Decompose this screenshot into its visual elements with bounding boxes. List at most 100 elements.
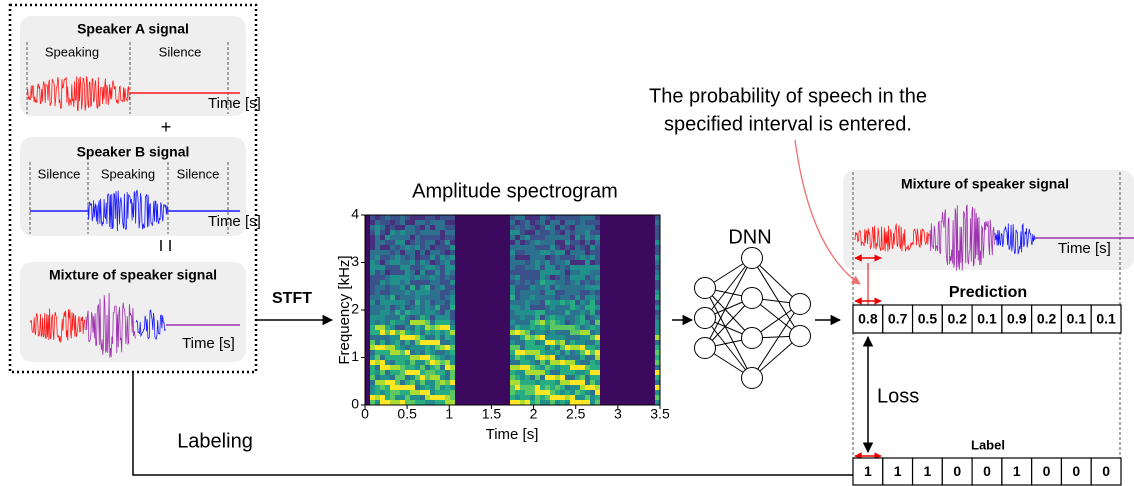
spectrogram-cell [570, 235, 575, 240]
spectrogram-cell [580, 270, 585, 275]
spectrogram-cell [395, 275, 400, 280]
spectrogram-cell [535, 325, 540, 330]
spectrogram-cell [585, 310, 590, 315]
spectrogram-cell [590, 285, 595, 290]
spectrogram-cell [420, 345, 425, 350]
region-label: Silence [177, 166, 220, 181]
spectrogram-cell [555, 355, 560, 360]
spectrogram-cell [575, 325, 580, 330]
spectrogram-cell [535, 230, 540, 235]
spectrogram-cell [435, 225, 440, 230]
spectrogram-cell [375, 290, 380, 295]
spectrogram-cell [425, 295, 430, 300]
spectrogram-cell [420, 260, 425, 265]
spectrogram-cell [520, 350, 525, 355]
spectrogram-cell [590, 275, 595, 280]
spectrogram-cell [440, 330, 445, 335]
spectrogram-cell [530, 365, 535, 370]
spectrogram-cell [515, 260, 520, 265]
plus: + [161, 117, 172, 137]
spectrogram-cell [590, 260, 595, 265]
spectrogram-cell [560, 285, 565, 290]
spectrogram-cell [395, 280, 400, 285]
spectrogram-cell [395, 230, 400, 235]
spectrogram-cell [525, 305, 530, 310]
spectrogram-cell [540, 355, 545, 360]
neuron [741, 247, 763, 269]
spectrogram-cell [420, 230, 425, 235]
spectrogram-cell [575, 360, 580, 365]
spectrogram-cell [560, 365, 565, 370]
spectrogram-cell [425, 365, 430, 370]
spectrogram-cell [560, 325, 565, 330]
spectrogram-cell [395, 285, 400, 290]
spectrogram-cell [545, 215, 550, 220]
spectrogram-cell [545, 285, 550, 290]
spectrogram-cell [445, 330, 450, 335]
spectrogram-cell [570, 310, 575, 315]
spectrogram-cell [575, 240, 580, 245]
spectrogram-cell [450, 335, 455, 340]
spectrogram-cell [420, 400, 425, 405]
spectrogram-cell [575, 280, 580, 285]
speaker-b-title: Speaker B signal [77, 144, 190, 160]
spectrogram-cell [390, 400, 395, 405]
spectrogram-cell [540, 380, 545, 385]
spectrogram-cell [545, 335, 550, 340]
spectrogram-cell [570, 365, 575, 370]
spectrogram-cell [445, 295, 450, 300]
spectrogram-cell [545, 345, 550, 350]
spectrogram-cell [510, 350, 515, 355]
spectrogram-cell [655, 365, 660, 370]
spectrogram-cell [430, 270, 435, 275]
spectrogram-cell [370, 345, 375, 350]
spectrogram-cell [585, 250, 590, 255]
spectrogram-cell [595, 355, 600, 360]
spectrogram-cell [565, 220, 570, 225]
spectrogram-cell [565, 285, 570, 290]
spectrogram-cell [510, 265, 515, 270]
spectrogram-cell [375, 235, 380, 240]
spectrogram-cell [535, 235, 540, 240]
spectrogram-cell [520, 355, 525, 360]
spectrogram-cell [425, 340, 430, 345]
spectrogram-cell [405, 265, 410, 270]
spectrogram-cell [555, 380, 560, 385]
spectrogram-cell [545, 300, 550, 305]
spectrogram-cell [525, 365, 530, 370]
spectrogram-cell [585, 315, 590, 320]
waveform [994, 222, 1036, 255]
spectrogram-cell [400, 400, 405, 405]
spectrogram-cell [560, 300, 565, 305]
spectrogram-cell [395, 295, 400, 300]
cell [971, 457, 1003, 486]
spectrogram-cell [425, 220, 430, 225]
spectrogram-cell [565, 215, 570, 220]
spectrogram-cell [520, 230, 525, 235]
spectrogram-cell [550, 400, 555, 405]
spectrogram-cell [415, 265, 420, 270]
spectrogram-cell [525, 330, 530, 335]
spectrogram-cell [550, 330, 555, 335]
stft-label: STFT [272, 290, 312, 307]
spectrogram-cell [410, 300, 415, 305]
spectrogram-cell [380, 325, 385, 330]
spectrogram-cell [595, 265, 600, 270]
spectrogram-cell [570, 260, 575, 265]
spectrogram-cell [655, 315, 660, 320]
spectrogram-cell [525, 375, 530, 380]
spectrogram-cell [375, 285, 380, 290]
spectrogram-cell [440, 265, 445, 270]
spectrogram-cell [535, 255, 540, 260]
spectrogram-cell [395, 400, 400, 405]
spectrogram-cell [410, 230, 415, 235]
spectrogram-cell [370, 380, 375, 385]
spectrogram-cell [560, 375, 565, 380]
spectrogram-cell [585, 365, 590, 370]
spectrogram-cell [530, 235, 535, 240]
spectrogram-cell [530, 225, 535, 230]
x-tick-label: 3 [614, 406, 622, 422]
spectrogram-cell [370, 360, 375, 365]
spectrogram-cell [510, 320, 515, 325]
spectrogram-cell [410, 235, 415, 240]
